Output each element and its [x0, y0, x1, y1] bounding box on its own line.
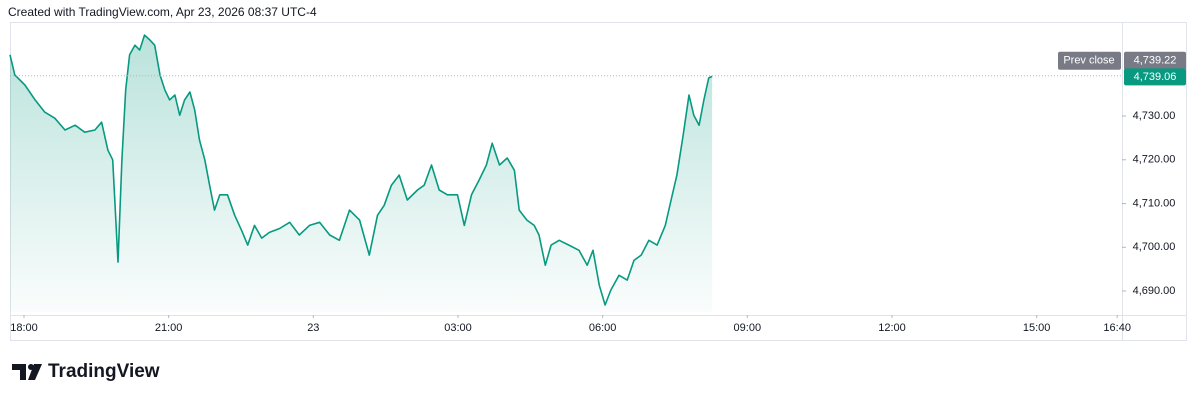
y-tick-label: 4,710.00	[1133, 197, 1176, 209]
y-tick-label: 4,730.00	[1133, 110, 1176, 122]
x-tick-label: 16:40	[1103, 322, 1131, 334]
x-tick-label: 06:00	[589, 322, 617, 334]
x-tick-label: 12:00	[878, 322, 906, 334]
x-tick-label: 09:00	[734, 322, 762, 334]
price-line	[9, 34, 713, 306]
chart-title: Created with TradingView.com, Apr 23, 20…	[8, 5, 317, 19]
area-fill	[10, 35, 713, 312]
x-tick-label: 03:00	[444, 322, 472, 334]
prev-close-value: 4,739.22	[1134, 55, 1177, 67]
y-tick-label: 4,700.00	[1133, 241, 1176, 253]
y-tick-label: 4,690.00	[1133, 285, 1176, 297]
prev-close-value-badge	[1124, 51, 1186, 70]
brand: TradingView	[48, 361, 160, 382]
x-tick-label: 15:00	[1023, 322, 1051, 334]
last-price-badge	[1124, 68, 1186, 86]
x-tick-label: 21:00	[155, 322, 183, 334]
y-tick-label: 4,720.00	[1133, 154, 1176, 166]
prev-close-badge	[1058, 51, 1121, 70]
last-price-label: 4,739.06	[1134, 71, 1177, 83]
x-tick-label: 18:00	[10, 322, 38, 334]
prev-close-label: Prev close	[1063, 55, 1114, 67]
plot: 4,690.00 4,700.00 4,710.00 4,720.00 4,730.00…	[9, 34, 1186, 334]
logo-mark	[28, 364, 42, 380]
logo	[12, 364, 42, 380]
x-tick-label: 23	[307, 322, 319, 334]
logo-mark	[12, 364, 26, 380]
